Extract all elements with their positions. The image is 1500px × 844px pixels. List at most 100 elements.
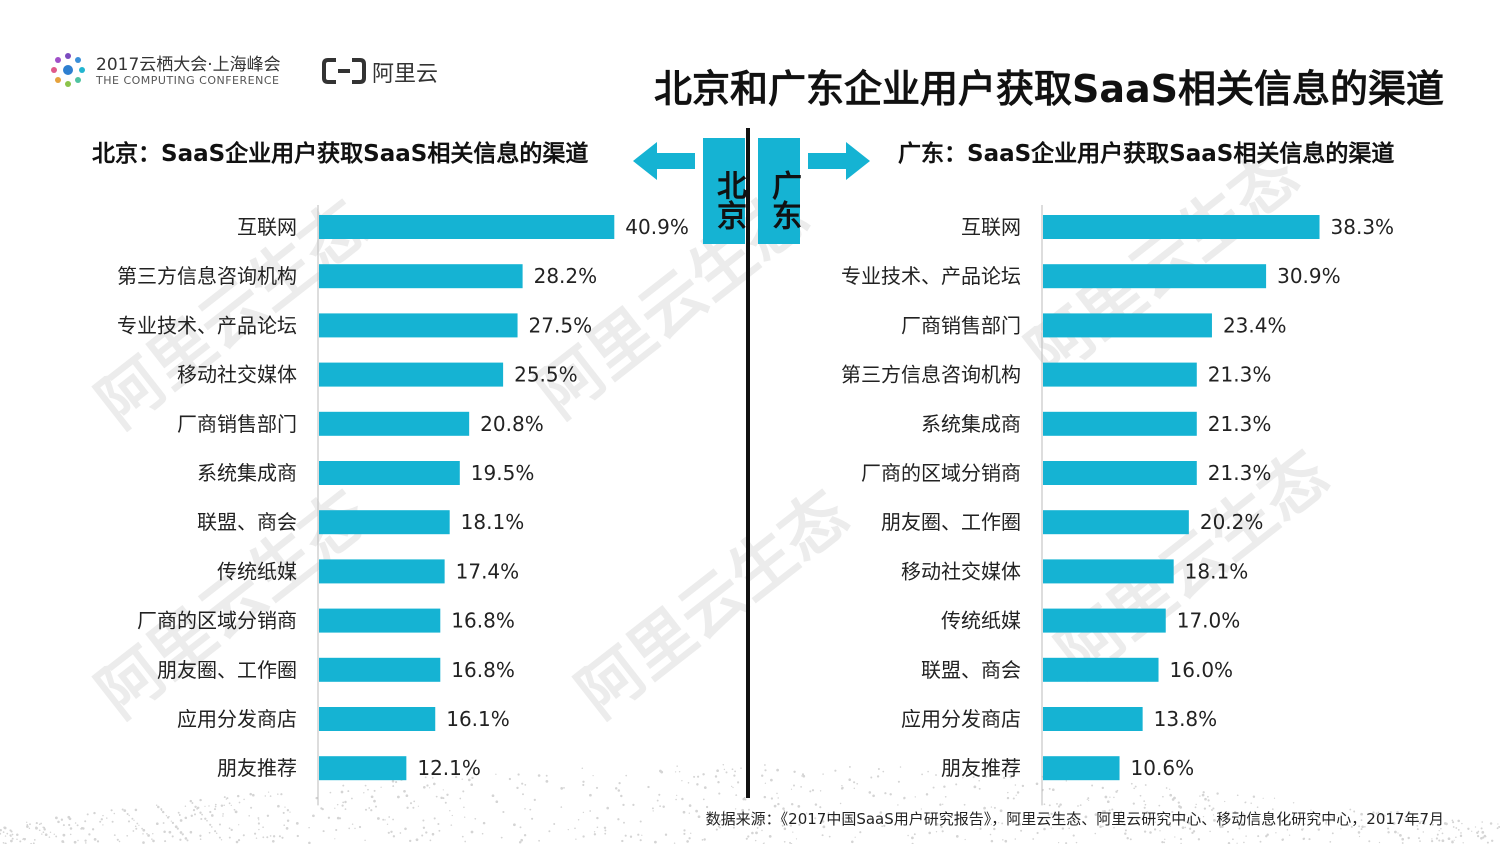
bar bbox=[1043, 756, 1120, 781]
decor-dot bbox=[1481, 831, 1485, 834]
decor-dot bbox=[196, 806, 200, 810]
decor-dot bbox=[123, 810, 126, 812]
beijing-chart-title: 北京：SaaS企业用户获取SaaS相关信息的渠道 bbox=[92, 141, 589, 167]
decor-dot bbox=[897, 804, 899, 806]
value-label: 17.4% bbox=[456, 559, 520, 583]
decor-dot bbox=[67, 815, 71, 819]
conference-name: 2017云栖大会·上海峰会 bbox=[96, 55, 281, 75]
decor-dot bbox=[254, 832, 257, 835]
decor-dot bbox=[211, 826, 213, 828]
decor-dot bbox=[582, 835, 585, 838]
decor-dot bbox=[235, 840, 239, 844]
decor-dot bbox=[73, 840, 77, 844]
decor-dot bbox=[431, 832, 435, 836]
decor-dot bbox=[417, 805, 419, 807]
decor-dot bbox=[237, 839, 241, 842]
decor-dot bbox=[639, 820, 642, 823]
decor-dot bbox=[1378, 841, 1381, 844]
value-label: 23.4% bbox=[1223, 313, 1287, 337]
decor-dot bbox=[1430, 839, 1434, 843]
decor-dot bbox=[160, 809, 163, 812]
decor-dot bbox=[342, 801, 345, 804]
decor-dot bbox=[200, 817, 203, 821]
decor-dot bbox=[1486, 841, 1489, 844]
decor-dot bbox=[701, 839, 704, 841]
category-label: 厂商的区域分销商 bbox=[137, 609, 297, 633]
decor-dot bbox=[344, 808, 347, 810]
decor-dot bbox=[80, 827, 83, 830]
aliyun-brand-text: 阿里云 bbox=[372, 62, 439, 87]
decor-dot bbox=[77, 839, 79, 842]
decor-dot bbox=[341, 804, 344, 807]
decor-dot bbox=[777, 802, 780, 806]
decor-dot bbox=[513, 823, 516, 827]
decor-dot bbox=[127, 820, 131, 823]
decor-dot bbox=[575, 838, 577, 840]
decor-dot bbox=[222, 813, 224, 815]
decor-dot bbox=[262, 836, 265, 839]
decor-dot bbox=[208, 831, 211, 834]
decor-dot bbox=[502, 810, 505, 814]
decor-dot bbox=[1144, 803, 1147, 806]
decor-dot bbox=[1476, 831, 1479, 835]
decor-dot bbox=[262, 826, 264, 829]
decor-dot bbox=[437, 822, 440, 826]
decor-dot bbox=[0, 832, 2, 835]
decor-dot bbox=[142, 828, 146, 832]
category-label: 朋友推荐 bbox=[941, 756, 1021, 780]
decor-dot bbox=[682, 810, 686, 814]
decor-dot bbox=[171, 835, 174, 838]
decor-dot bbox=[164, 840, 167, 843]
decor-dot bbox=[364, 808, 368, 811]
category-label: 朋友圈、工作圈 bbox=[881, 510, 1021, 534]
decor-dot bbox=[1004, 839, 1008, 843]
value-label: 20.2% bbox=[1200, 510, 1264, 534]
decor-dot bbox=[1451, 819, 1454, 822]
decor-dot bbox=[1436, 833, 1439, 836]
decor-dot bbox=[22, 837, 25, 840]
decor-dot bbox=[1308, 838, 1311, 841]
decor-dot bbox=[136, 822, 139, 825]
decor-dot bbox=[596, 826, 599, 829]
decor-dot bbox=[22, 838, 24, 840]
decor-dot bbox=[1059, 803, 1062, 806]
decor-dot bbox=[199, 838, 202, 840]
decor-dot bbox=[1489, 822, 1493, 825]
decor-dot bbox=[1292, 802, 1295, 804]
decor-dot bbox=[1471, 830, 1473, 832]
decor-dot bbox=[1445, 822, 1448, 826]
decor-dot bbox=[664, 833, 668, 836]
decor-dot bbox=[3, 826, 7, 830]
decor-dot bbox=[151, 838, 153, 840]
decor-dot bbox=[370, 809, 373, 812]
category-label: 第三方信息咨询机构 bbox=[117, 264, 297, 288]
decor-dot bbox=[1399, 834, 1402, 837]
bar bbox=[319, 461, 460, 485]
decor-dot bbox=[168, 830, 172, 834]
decor-dot bbox=[1480, 827, 1483, 830]
decor-dot bbox=[215, 832, 218, 835]
decor-dot bbox=[374, 805, 378, 808]
decor-dot bbox=[269, 835, 272, 837]
decor-dot bbox=[1079, 804, 1082, 807]
value-label: 38.3% bbox=[1331, 215, 1395, 239]
decor-dot bbox=[35, 826, 38, 830]
decor-dot bbox=[1174, 836, 1176, 838]
decor-dot bbox=[84, 820, 87, 823]
decor-dot bbox=[214, 803, 217, 806]
decor-dot bbox=[258, 819, 260, 821]
decor-dot bbox=[814, 803, 818, 806]
decor-dot bbox=[412, 806, 415, 809]
decor-dot bbox=[1281, 838, 1284, 841]
decor-dot bbox=[1191, 831, 1194, 835]
decor-dot bbox=[106, 817, 108, 819]
decor-dot bbox=[413, 800, 416, 803]
decor-dot bbox=[155, 822, 159, 826]
decor-dot bbox=[942, 803, 944, 805]
value-label: 12.1% bbox=[417, 756, 481, 780]
decor-dot bbox=[135, 827, 138, 830]
bar bbox=[319, 608, 441, 633]
decor-dot bbox=[43, 826, 46, 829]
decor-dot bbox=[1266, 833, 1269, 837]
conference-logo-icon bbox=[51, 53, 85, 87]
